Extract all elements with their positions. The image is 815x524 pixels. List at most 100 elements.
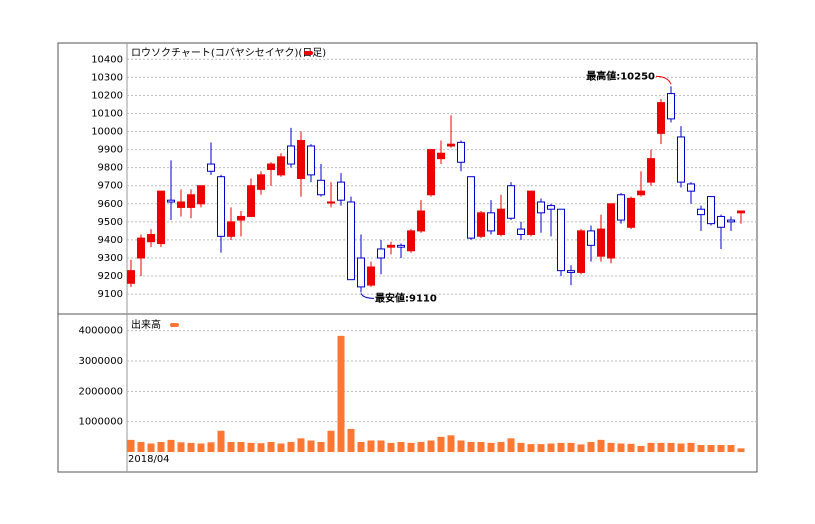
- y-tick-label: 10000: [91, 127, 123, 138]
- y-tick-label: 9600: [98, 199, 123, 210]
- candle-body: [507, 185, 515, 219]
- candle-body: [597, 228, 605, 257]
- volume-bar: [387, 442, 395, 452]
- y-tick-label: 9700: [98, 181, 123, 192]
- volume-bar: [287, 441, 295, 452]
- annotation-arrow: [655, 75, 672, 85]
- volume-bar: [597, 439, 605, 452]
- candle-body: [617, 194, 625, 221]
- candle-body: [317, 179, 325, 196]
- volume-bar: [327, 430, 335, 452]
- candle-body: [587, 230, 595, 246]
- volume-bar: [727, 445, 735, 452]
- volume-bar: [377, 440, 385, 452]
- candle-body: [637, 190, 645, 196]
- volume-bar: [627, 443, 635, 452]
- candle-body: [467, 176, 475, 239]
- volume-bar: [547, 443, 555, 452]
- candle-body: [297, 140, 305, 179]
- volume-bar: [177, 442, 185, 452]
- volume-bar: [647, 442, 655, 452]
- volume-bar: [617, 443, 625, 452]
- candle-body: [417, 210, 425, 232]
- candle-body: [717, 215, 725, 228]
- volume-bar: [337, 335, 345, 452]
- volume-bar: [307, 440, 315, 452]
- candle-body: [497, 208, 505, 236]
- volume-bar: [687, 442, 695, 452]
- volume-bar: [437, 436, 445, 452]
- candle-body: [457, 141, 465, 163]
- volume-bar: [587, 441, 595, 452]
- volume-bar: [347, 428, 355, 452]
- volume-bar: [497, 441, 505, 452]
- volume-bar: [577, 444, 585, 452]
- volume-bar: [447, 435, 455, 452]
- candle-body: [157, 190, 165, 245]
- y-tick-label: 9200: [98, 271, 123, 282]
- candle-body: [367, 266, 375, 286]
- candle-body: [727, 219, 735, 223]
- candle-body: [407, 230, 415, 252]
- volume-bar: [267, 441, 275, 452]
- candle-body: [687, 183, 695, 192]
- candle-body: [477, 212, 485, 237]
- price-title: ロウソクチャート(コバヤシセイヤク)(日足): [131, 47, 326, 59]
- candle-body: [537, 201, 545, 214]
- annotation-arrow: [360, 293, 375, 299]
- volume-bar: [237, 441, 245, 452]
- candle-body: [737, 210, 745, 214]
- annotation: 最安値:9110: [375, 291, 437, 304]
- candle-body: [287, 145, 295, 165]
- candle-body: [227, 221, 235, 237]
- volume-bar: [137, 441, 145, 452]
- volume-bar: [507, 438, 515, 452]
- candle-body: [147, 234, 155, 243]
- candle-body: [257, 174, 265, 190]
- candle-body: [247, 185, 255, 217]
- volume-bar: [247, 442, 255, 452]
- candle-body: [237, 215, 245, 221]
- annotation: 最高値:10250: [586, 69, 655, 82]
- candle-body: [517, 228, 525, 236]
- candle-body: [567, 270, 575, 273]
- legend-marker: [170, 323, 179, 327]
- volume-title: 出来高: [131, 318, 161, 331]
- candle-body: [217, 176, 225, 237]
- y-tick-label: 10300: [91, 72, 123, 83]
- volume-bar: [677, 443, 685, 452]
- volume-bar: [277, 443, 285, 452]
- volume-bar: [707, 445, 715, 452]
- volume-bar: [477, 441, 485, 452]
- candle-body: [187, 194, 195, 208]
- candle-body: [487, 212, 495, 232]
- y-tick-label: 10200: [91, 90, 123, 101]
- volume-bar: [457, 440, 465, 452]
- y-tick-label: 9300: [98, 253, 123, 264]
- candle-body: [707, 196, 715, 225]
- candle-body: [547, 205, 555, 210]
- candle-body: [307, 145, 315, 176]
- volume-bar: [157, 441, 165, 452]
- volume-bar: [197, 443, 205, 452]
- y-tick-label: 9800: [98, 163, 123, 174]
- volume-bar: [227, 441, 235, 452]
- candle-body: [527, 190, 535, 236]
- volume-bar: [357, 441, 365, 452]
- volume-bar: [717, 445, 725, 452]
- candle-body: [337, 181, 345, 201]
- y-tick-label: 3000000: [78, 356, 123, 367]
- volume-bar: [147, 443, 155, 452]
- volume-bar: [297, 438, 305, 452]
- candle-body: [447, 143, 455, 147]
- y-tick-label: 4000000: [78, 326, 123, 337]
- candle-body: [577, 230, 585, 273]
- volume-bar: [407, 442, 415, 452]
- x-tick-label: 2018/04: [128, 454, 170, 465]
- legend-marker: [304, 51, 313, 55]
- volume-bar: [257, 443, 265, 452]
- candle-body: [647, 158, 655, 183]
- candle-body: [557, 208, 565, 272]
- candle-body: [197, 185, 205, 205]
- y-tick-label: 9400: [98, 235, 123, 246]
